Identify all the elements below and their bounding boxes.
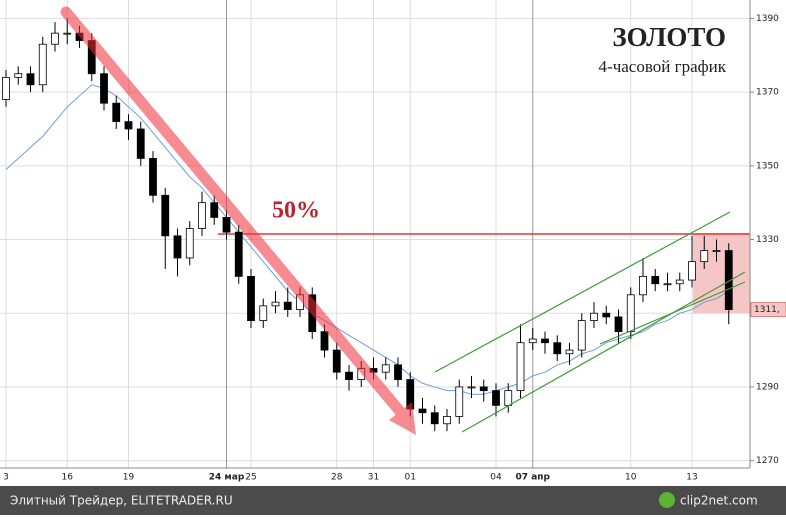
candle-body [565,349,574,355]
candle-body [467,386,476,389]
candle-body [38,43,47,86]
channel-mid [599,281,746,345]
footer-bar [0,486,786,515]
channel-upper [434,211,731,373]
candle-body [430,412,439,425]
candle-body [222,217,231,233]
arrow-shaft [60,6,409,421]
candle-body [651,275,660,285]
candle-body [626,294,635,333]
y-tick-label: 1370 [756,88,779,98]
footer-source: Элитный Трейдер, ELITETRADER.RU [10,494,233,508]
candle-body [149,158,157,196]
x-tick-label: 13 [686,473,697,483]
candle-body [418,408,427,414]
candle-body [161,194,170,237]
y-tick-label: 1270 [756,456,779,466]
x-tick-label: 24 мар [209,473,245,483]
channel [434,211,746,433]
trend-arrow [60,6,416,435]
candle-body [443,416,451,425]
x-tick-label: 10 [625,473,637,483]
candle-body [394,364,402,380]
candle-body [271,301,280,307]
candle-body [504,390,513,406]
x-tick-label: 07 апр [516,473,551,483]
y-tick-label: 1390 [756,14,779,24]
candle-body [639,275,647,296]
candle-body [553,342,562,355]
candle-body [516,342,525,392]
candle-body [614,316,623,333]
candle-body [541,338,549,344]
footer-logo: clip2net.com [680,494,758,508]
chart-subtitle: 4-часовой график [599,57,727,76]
channel-lower [461,271,746,433]
candle-body [577,320,586,351]
candle-body [136,128,145,159]
logo-icon [659,492,675,508]
candle-body [602,312,611,318]
candle-body [185,228,194,259]
candle-body [455,386,464,417]
candle-body [712,250,721,252]
candle-body [234,231,243,277]
x-tick-label: 3 [3,473,9,483]
arrow-head [389,402,416,435]
x-tick-label: 01 [405,473,416,483]
candle-body [345,371,353,380]
candle-body [173,235,182,259]
candle-body [528,338,537,344]
x-tick-label: 28 [331,473,343,483]
x-tick-label: 04 [490,473,502,483]
candle-body [320,331,329,351]
candle-body [14,73,23,78]
candle-body [26,73,35,86]
price-tag-label: 1311, [754,305,780,315]
candle-body [210,202,219,218]
candle-body [112,102,121,123]
candle-body [100,73,108,104]
candle-body [675,279,684,285]
candle-body [124,121,133,130]
candle-body [247,275,255,321]
x-tick-label: 16 [62,473,74,483]
candle-body [332,349,341,373]
x-tick-label: 19 [123,473,135,483]
x-tick-label: 31 [368,473,379,483]
x-tick-label: 25 [245,473,256,483]
candle-body [283,301,292,310]
y-tick-label: 1350 [756,161,779,171]
candle-body [51,32,59,45]
moving-average [5,84,730,395]
y-tick-label: 1330 [756,235,779,245]
candle-body [663,283,672,286]
candle-body [492,390,500,406]
candle-body [198,202,206,229]
candle-body [590,312,598,321]
candle-body [2,76,10,100]
candle-body [381,364,390,373]
candle-body [63,32,72,35]
candle-body [259,305,268,321]
plot: 50% [2,18,750,432]
level-label: 50% [272,198,320,224]
chart-title: ЗОЛОТО [612,22,726,52]
candle-body [688,261,696,281]
candle-body [700,250,709,263]
candle-body [724,250,733,310]
price-tag [750,302,786,318]
y-tick-label: 1290 [756,382,779,392]
candle-body [479,386,488,392]
